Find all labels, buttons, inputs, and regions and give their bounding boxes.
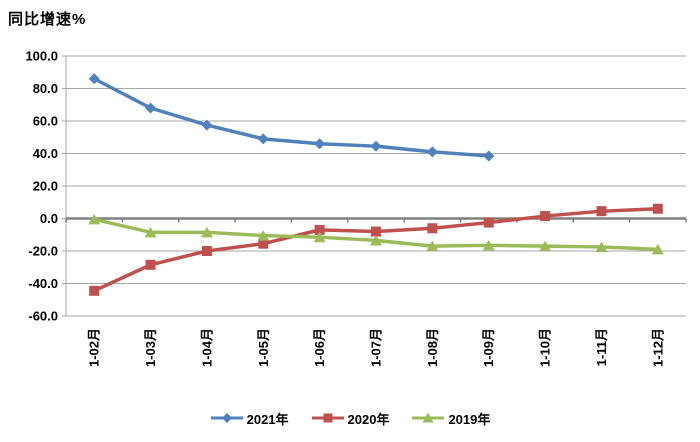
gridlines [62,55,686,317]
data-point-triangle [482,239,495,251]
data-point-square [540,211,551,222]
y-tick-label: 20.0 [33,179,58,194]
x-tick-label: 1-11月 [594,328,609,366]
legend-item-2020: 2020年 [311,409,390,428]
legend-label-2020: 2020年 [347,411,390,427]
y-tick-label: -20.0 [28,244,58,259]
data-point-diamond [145,102,157,114]
y-tick-label: 80.0 [33,81,58,96]
series-2021年 [88,73,495,162]
chart-title: 同比增速% [8,11,87,28]
x-tick-label: 1-02月 [87,328,102,367]
data-point-triangle [88,213,101,225]
x-tick-label: 1-09月 [481,328,496,367]
y-tick-label: 100.0 [25,49,58,64]
data-point-square [258,238,269,249]
y-tick-label: 40.0 [33,146,58,161]
x-tick-label: 1-05月 [256,328,271,367]
data-point-diamond [314,138,326,150]
legend-marker-square-icon [311,413,344,423]
data-point-diamond [201,119,213,131]
series-2020年 [89,203,663,296]
y-tick-label: -40.0 [28,276,58,291]
series-2019年 [88,213,664,255]
data-point-triangle [426,240,439,252]
x-tick-label: 1-07月 [369,328,384,367]
data-point-square [596,206,607,217]
y-axis-labels: 100.0 80.0 60.0 40.0 20.0 0.0 -20.0 -40.0 -60.0 [25,49,58,324]
data-point-triangle [200,226,213,238]
data-point-diamond [88,73,100,85]
data-point-square [427,223,438,234]
data-point-triangle [651,243,664,255]
data-point-triangle [313,231,326,243]
x-tick-label: 1-08月 [425,328,440,367]
chart-legend: 2021年 2020年 2019年 [0,406,700,430]
data-point-square [201,246,212,256]
data-point-triangle [144,226,157,238]
y-tick-label: -60.0 [28,309,58,324]
x-tick-label: 1-04月 [199,328,214,367]
data-point-square [483,217,494,228]
y-tick-label: 0.0 [40,211,58,226]
data-point-diamond [257,133,269,145]
data-point-square [145,259,156,270]
series-line [92,77,491,158]
data-point-diamond [370,140,382,152]
x-axis-labels: 1-02月 1-03月 1-04月 1-05月 1-06月 1-07月 1-08月 1-09月… [87,328,666,367]
data-point-triangle [370,234,382,246]
data-point-square [652,203,663,214]
x-tick-label: 1-10月 [538,328,553,367]
data-point-diamond [426,146,438,158]
data-point-square [371,226,381,237]
data-point-triangle [257,230,270,241]
data-point-square [89,285,100,296]
legend-label-2019: 2019年 [448,411,491,427]
x-tick-label: 1-12月 [650,328,665,367]
x-tick-label: 1-03月 [143,328,158,367]
legend-marker-triangle-icon [412,412,445,423]
legend-label-2021: 2021年 [246,411,289,427]
data-point-triangle [595,241,608,252]
data-point-square [314,224,325,235]
x-tick-label: 1-06月 [312,328,327,367]
line-chart-plot: 100.080.060.040.020.00.0-20.0-40.0-60.01… [25,49,687,367]
y-tick-label: 60.0 [33,114,58,129]
data-point-diamond [483,150,495,162]
legend-item-2021: 2021年 [210,409,289,428]
data-point-triangle [539,240,552,252]
legend-item-2019: 2019年 [411,409,490,428]
legend-marker-diamond-icon [210,413,243,423]
